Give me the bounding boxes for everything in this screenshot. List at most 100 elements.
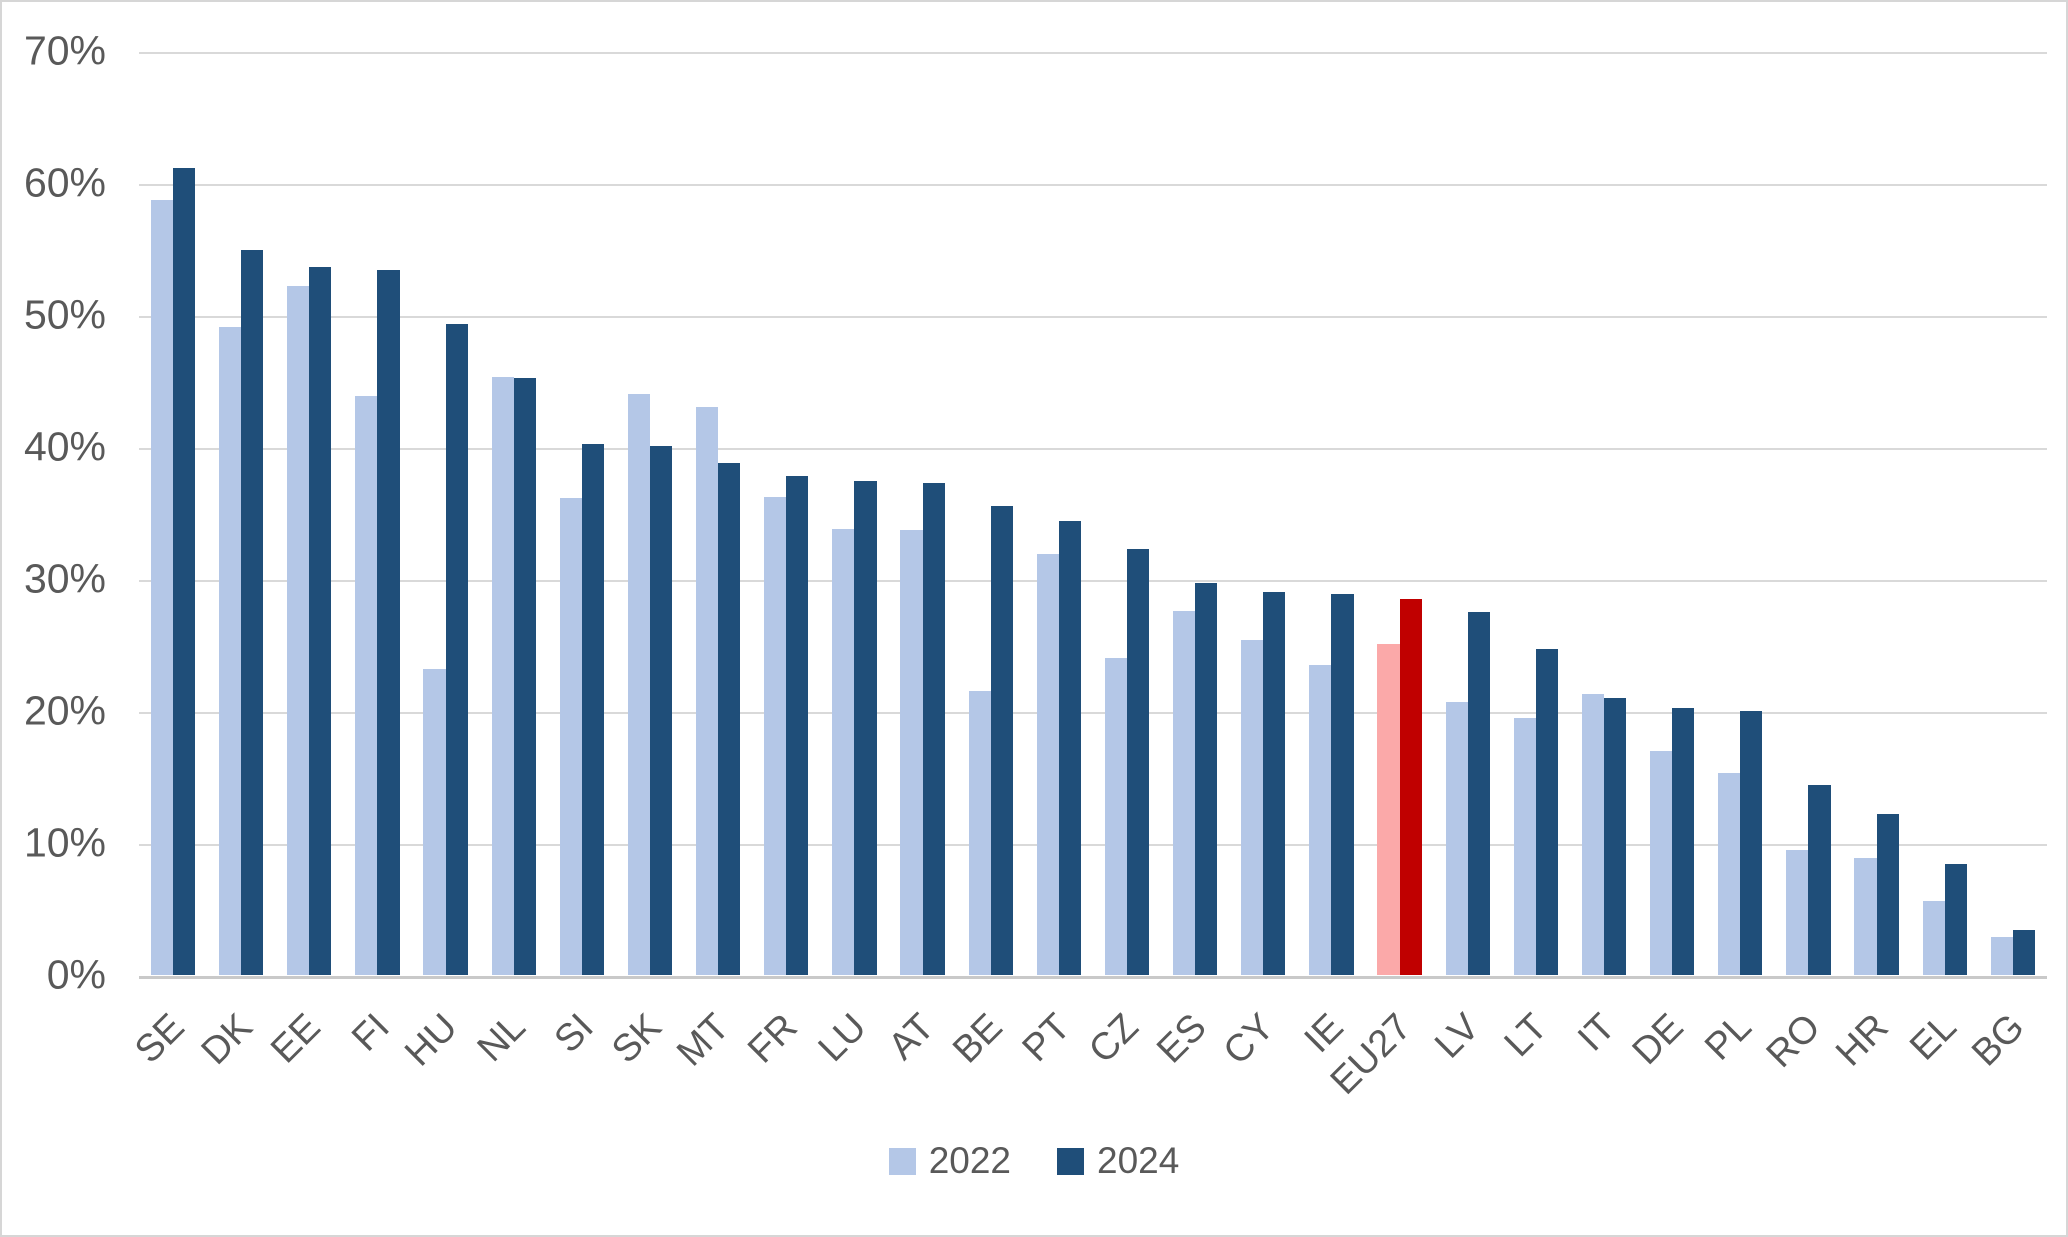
bar-es-2024 xyxy=(1195,582,1218,975)
bar-cz-2024 xyxy=(1127,548,1150,975)
bar-group-at xyxy=(889,51,957,975)
legend-swatch-2022 xyxy=(888,1147,916,1175)
x-axis-label-lt: LT xyxy=(1496,1006,1556,1066)
bar-it-2024 xyxy=(1604,697,1627,975)
bar-hr-2024 xyxy=(1876,813,1899,975)
bar-lu-2024 xyxy=(854,481,877,975)
bar-cy-2024 xyxy=(1263,592,1286,975)
x-axis-label-fi: FI xyxy=(343,1006,398,1060)
bar-bg-2022 xyxy=(1990,936,2013,975)
bar-de-2022 xyxy=(1650,750,1673,975)
x-axis-label-de: DE xyxy=(1624,1006,1692,1074)
bar-group-pt xyxy=(1025,51,1093,975)
bar-pl-2022 xyxy=(1718,773,1741,975)
x-axis: SE DK EE FI HU NL SI SK MT FR LU AT BE PT CZ ES CY IE EU27… xyxy=(127,980,2047,1130)
bar-de-2024 xyxy=(1672,708,1695,975)
gridline xyxy=(139,844,2047,846)
bar-ro-2024 xyxy=(1808,784,1831,975)
bar-fi-2022 xyxy=(355,395,378,975)
bar-group-lu xyxy=(820,51,888,975)
bar-cy-2022 xyxy=(1241,639,1264,975)
bar-group-se xyxy=(139,51,207,975)
gridline xyxy=(139,184,2047,186)
bar-fi-2024 xyxy=(377,270,400,975)
bar-ro-2022 xyxy=(1786,849,1809,975)
bar-hu-2022 xyxy=(423,668,446,975)
y-axis-tick-label: 10% xyxy=(23,819,106,866)
y-axis-tick-label: 0% xyxy=(46,951,106,998)
x-axis-label-anchor: LT xyxy=(1497,1006,1568,1065)
y-axis-tick-label: 50% xyxy=(23,291,106,338)
bar-pt-2022 xyxy=(1036,553,1059,975)
bar-it-2022 xyxy=(1581,693,1605,975)
bar-ee-2024 xyxy=(309,267,332,975)
bar-lt-2024 xyxy=(1535,648,1559,975)
bar-es-2022 xyxy=(1173,610,1196,975)
bar-at-2022 xyxy=(900,530,923,975)
plot-area xyxy=(139,51,2047,979)
x-axis-label-si: SI xyxy=(546,1006,602,1062)
bar-group-sk xyxy=(616,51,684,975)
bar-sk-2024 xyxy=(650,445,673,975)
bar-bg-2024 xyxy=(2012,930,2035,975)
bar-fr-2024 xyxy=(786,476,809,975)
x-axis-label-anchor: IT xyxy=(1570,1006,1628,1060)
bar-group-be xyxy=(957,51,1025,975)
bar-el-2022 xyxy=(1922,901,1945,975)
bar-mt-2022 xyxy=(696,407,719,975)
bar-group-ie xyxy=(1297,51,1365,975)
bar-se-2022 xyxy=(150,200,174,975)
bar-hu-2024 xyxy=(445,324,468,975)
bar-group-el xyxy=(1911,51,1979,975)
gridline xyxy=(139,712,2047,714)
bar-ie-2022 xyxy=(1309,664,1332,975)
x-axis-label-anchor: FI xyxy=(344,1006,402,1060)
legend-item-2022: 2022 xyxy=(888,1140,1011,1182)
x-axis-label-it: IT xyxy=(1570,1006,1624,1060)
bar-group-fr xyxy=(752,51,820,975)
legend: 2022 2024 xyxy=(2,1140,2066,1182)
y-axis-tick-label: 30% xyxy=(23,555,106,602)
bar-pt-2024 xyxy=(1058,520,1082,975)
x-axis-label-anchor: BG xyxy=(1964,1006,2058,1075)
bar-dk-2022 xyxy=(219,326,242,975)
bar-ee-2022 xyxy=(287,285,310,975)
y-axis-tick-label: 60% xyxy=(23,159,106,206)
bar-cz-2022 xyxy=(1104,658,1128,975)
bar-el-2024 xyxy=(1944,864,1967,975)
bar-group-si xyxy=(548,51,616,975)
bar-group-ee xyxy=(275,51,343,975)
x-axis-label-sk: SK xyxy=(604,1006,670,1072)
bar-group-hr xyxy=(1843,51,1911,975)
bar-sk-2022 xyxy=(627,394,651,975)
bar-hr-2022 xyxy=(1854,857,1877,975)
x-axis-label-anchor: EE xyxy=(263,1006,350,1072)
bar-group-dk xyxy=(207,51,275,975)
bar-nl-2024 xyxy=(513,378,536,975)
x-axis-label-anchor: NL xyxy=(469,1006,553,1070)
bar-group-fi xyxy=(343,51,411,975)
bar-group-lv xyxy=(1434,51,1502,975)
bar-ie-2024 xyxy=(1331,593,1354,975)
x-axis-label-se: SE xyxy=(127,1006,193,1072)
bar-fr-2022 xyxy=(764,497,787,975)
bar-eu27-2022 xyxy=(1377,643,1400,975)
bar-se-2024 xyxy=(173,168,196,975)
bar-group-ro xyxy=(1774,51,1842,975)
x-axis-line xyxy=(139,976,2047,979)
bar-pl-2024 xyxy=(1740,711,1763,975)
y-axis-tick-label: 20% xyxy=(23,687,106,734)
bar-be-2024 xyxy=(990,506,1013,975)
x-axis-label-anchor: CY xyxy=(1216,1006,1306,1073)
bar-group-hu xyxy=(412,51,480,975)
bar-lv-2022 xyxy=(1445,701,1468,975)
bar-nl-2022 xyxy=(491,377,514,975)
x-axis-label-anchor: SI xyxy=(547,1006,608,1061)
bar-group-it xyxy=(1570,51,1638,975)
bar-lu-2022 xyxy=(832,528,855,975)
legend-swatch-2024 xyxy=(1057,1147,1084,1175)
bar-group-es xyxy=(1161,51,1229,975)
bar-mt-2024 xyxy=(718,462,741,975)
x-axis-label-hu: HU xyxy=(396,1006,466,1075)
